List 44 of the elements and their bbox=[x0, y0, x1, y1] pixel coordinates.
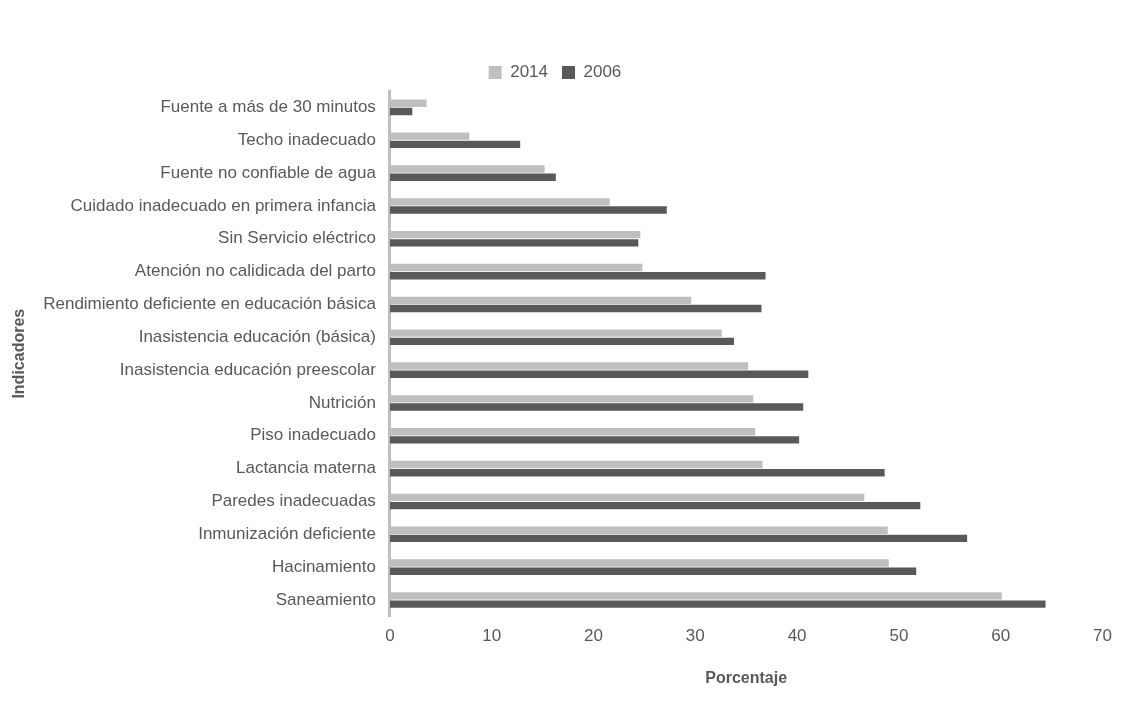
y-tick-label: Atención no calidicada del parto bbox=[134, 261, 376, 281]
y-tick-label: Fuente no confiable de agua bbox=[160, 162, 377, 182]
y-tick-label: Inmunización deficiente bbox=[198, 523, 376, 543]
bar bbox=[389, 534, 968, 543]
bar bbox=[389, 469, 885, 477]
y-tick-label: Rendimiento deficiente en educación básica bbox=[43, 294, 377, 314]
bar bbox=[389, 173, 556, 181]
y-tick-label: Cuidado inadecuado en primera infancia bbox=[70, 195, 377, 215]
y-tick-label: Hacinamiento bbox=[271, 556, 376, 576]
y-tick-label: Techo inadecuado bbox=[237, 129, 376, 149]
bar bbox=[389, 107, 413, 116]
x-tick-label: 40 bbox=[787, 626, 807, 646]
bar bbox=[389, 600, 1046, 608]
bar bbox=[389, 501, 921, 510]
y-axis-title: Indicadores bbox=[10, 308, 28, 399]
bar bbox=[389, 567, 917, 575]
x-tick-label: 50 bbox=[889, 626, 909, 646]
y-tick-label: Paredes inadecuadas bbox=[211, 491, 376, 511]
y-tick-label: Inasistencia educación preescolar bbox=[119, 359, 377, 379]
y-tick-label: Saneamiento bbox=[275, 589, 376, 609]
x-tick-label: 20 bbox=[584, 626, 603, 646]
x-tick-label: 30 bbox=[685, 626, 705, 646]
bar bbox=[389, 206, 667, 214]
bar bbox=[389, 370, 809, 378]
y-tick-label: Fuente a más de 30 minutos bbox=[160, 97, 376, 117]
legend-label: 2006 bbox=[583, 62, 622, 82]
bar bbox=[389, 337, 734, 346]
bar bbox=[389, 272, 766, 280]
bar bbox=[389, 436, 800, 444]
x-tick-label: 0 bbox=[385, 626, 395, 646]
bar bbox=[389, 403, 804, 411]
y-tick-label: Inasistencia educación (básica) bbox=[138, 326, 376, 346]
bar bbox=[389, 140, 521, 149]
x-axis-title: Porcentaje bbox=[705, 668, 788, 686]
legend-label: 2014 bbox=[510, 62, 549, 82]
y-tick-label: Piso inadecuado bbox=[250, 425, 376, 445]
x-tick-label: 60 bbox=[991, 626, 1011, 646]
x-tick-label: 10 bbox=[482, 626, 502, 646]
y-tick-label: Sin Servicio eléctrico bbox=[218, 228, 376, 248]
bar bbox=[389, 304, 762, 313]
bar bbox=[389, 239, 639, 247]
x-tick-label: 70 bbox=[1093, 626, 1113, 646]
y-tick-label: Lactancia materna bbox=[235, 458, 377, 478]
y-tick-label: Nutrición bbox=[308, 392, 376, 412]
